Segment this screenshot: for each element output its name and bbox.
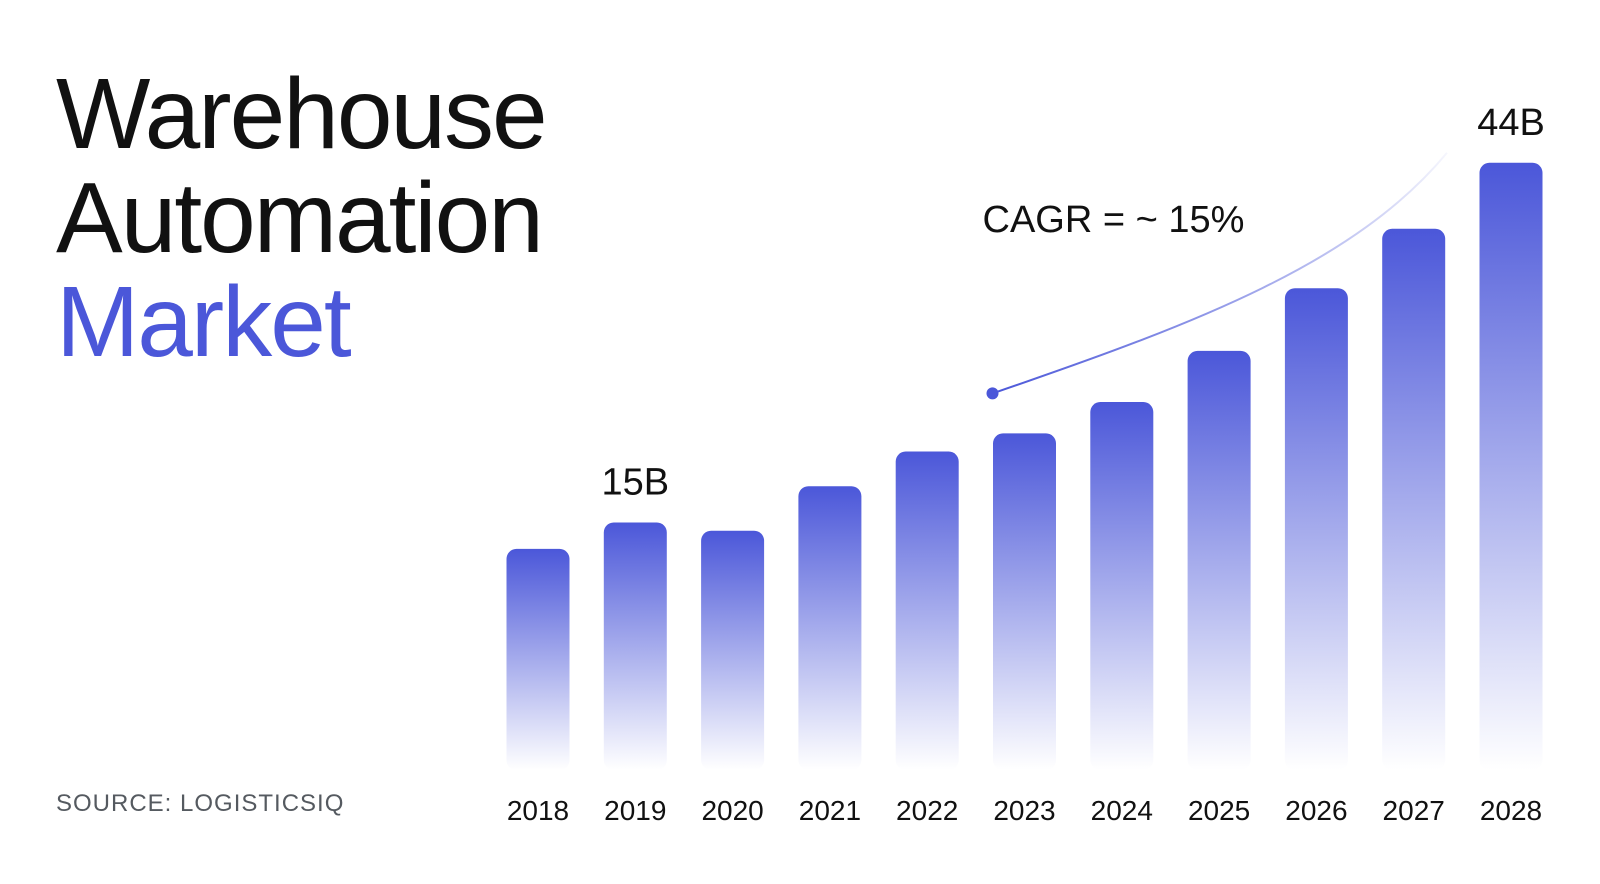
- x-tick-label: 2027: [1383, 795, 1445, 826]
- data-label-2019: 15B: [601, 462, 669, 504]
- bar-2020: [701, 530, 765, 770]
- bars-group: [506, 162, 1543, 771]
- x-tick-labels: 2018 2019 2020 2021 2022 2023 2024 2025 2026 2027…: [507, 795, 1542, 826]
- data-labels: 15B 44B: [601, 102, 1544, 504]
- bar-2022: [895, 451, 959, 770]
- x-tick-label: 2026: [1285, 795, 1347, 826]
- bar-2019: [603, 522, 667, 770]
- cagr-annotation: CAGR = ~ 15%: [983, 152, 1448, 400]
- bar-2028: [1479, 162, 1543, 771]
- cagr-label: CAGR = ~ 15%: [983, 199, 1245, 241]
- x-tick-label: 2021: [799, 795, 861, 826]
- bar-2021: [798, 486, 862, 770]
- bar-2027: [1382, 228, 1446, 771]
- source-note: SOURCE: LOGISTICSIQ: [56, 790, 345, 817]
- bar-2026: [1284, 288, 1348, 770]
- x-tick-label: 2018: [507, 795, 569, 826]
- data-label-2028: 44B: [1477, 102, 1545, 144]
- title-line-2: Automation: [56, 162, 544, 274]
- bar-2025: [1187, 350, 1251, 770]
- cagr-curve: [992, 152, 1448, 395]
- title-line-3: Market: [56, 266, 352, 378]
- x-tick-label: 2024: [1091, 795, 1153, 826]
- title-line-1: Warehouse: [56, 58, 548, 170]
- bar-2024: [1090, 402, 1154, 770]
- chart-title: Warehouse Automation Market: [56, 58, 548, 378]
- bar-2023: [993, 433, 1056, 770]
- x-tick-label: 2022: [896, 795, 958, 826]
- x-tick-label: 2019: [604, 795, 666, 826]
- x-tick-label: 2020: [701, 795, 763, 826]
- x-tick-label: 2025: [1188, 795, 1250, 826]
- cagr-start-dot: [986, 387, 999, 400]
- x-tick-label: 2023: [993, 795, 1055, 826]
- bar-2018: [506, 548, 570, 770]
- x-tick-label: 2028: [1480, 795, 1542, 826]
